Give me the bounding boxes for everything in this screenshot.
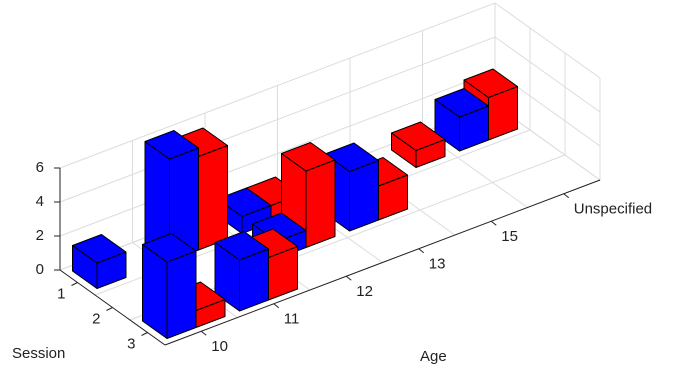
bar-top (434, 88, 489, 118)
y-tick-label: 2 (92, 310, 100, 327)
x-tick-label: 13 (429, 256, 446, 273)
bar-front (305, 159, 336, 248)
z-tick-label: 4 (36, 193, 44, 210)
bar (142, 233, 197, 339)
x-tick-label: Unspecified (574, 201, 652, 218)
x-tick (490, 220, 497, 226)
y-axis-label: Session (12, 345, 65, 362)
bar-front (349, 160, 379, 232)
side-wall (495, 3, 600, 180)
x-axis-label: Age (420, 348, 447, 365)
bar-top (142, 233, 197, 263)
x-tick-label: 12 (356, 283, 373, 300)
bar (144, 130, 199, 262)
y-tick-label: 3 (127, 335, 135, 352)
bar-front (198, 145, 228, 251)
x-tick (418, 248, 425, 254)
bar (391, 121, 446, 168)
bar (434, 88, 489, 152)
bar-front (166, 250, 197, 339)
bar-top (391, 121, 446, 151)
x-tick-label: 10 (211, 338, 228, 355)
z-tick-label: 0 (36, 261, 44, 278)
x-tick-label: 11 (284, 311, 300, 328)
x-axis (164, 179, 601, 346)
x-tick (200, 330, 207, 336)
bar-top (144, 130, 199, 160)
y-tick (141, 332, 148, 336)
x-tick-label: 15 (501, 228, 518, 245)
z-tick-label: 6 (36, 159, 44, 176)
bar-top (72, 234, 127, 264)
x-tick (345, 275, 352, 281)
z-tick-label: 2 (36, 227, 44, 244)
bar-top (252, 212, 307, 242)
bar (214, 231, 269, 312)
y-tick-label: 1 (57, 285, 65, 302)
bar (281, 142, 336, 248)
x-tick (273, 303, 280, 309)
bar-top (281, 142, 336, 172)
x-tick (563, 193, 570, 199)
bar-top (463, 68, 518, 98)
bar-top (214, 231, 269, 261)
y-tick (71, 282, 78, 286)
bar (72, 234, 127, 289)
y-tick (106, 307, 113, 311)
